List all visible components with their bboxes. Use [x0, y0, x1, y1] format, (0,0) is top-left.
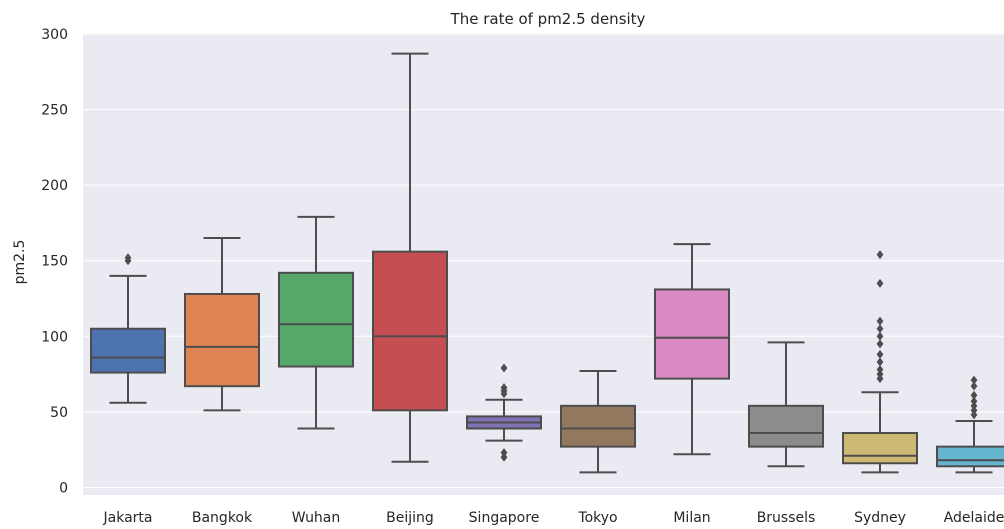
- y-tick-label: 200: [41, 178, 68, 194]
- outlier-point: [500, 452, 508, 462]
- box-brussels: [748, 404, 824, 448]
- chart-title: The rate of pm2.5 density: [450, 10, 646, 28]
- x-tick-label: Singapore: [469, 510, 540, 526]
- box-adelaide: [936, 445, 1004, 468]
- outlier-point: [876, 339, 884, 349]
- outlier-point: [970, 375, 978, 385]
- outlier-point: [124, 253, 132, 263]
- box-jakarta: [90, 327, 166, 374]
- outlier-point: [876, 324, 884, 334]
- outlier-point: [876, 349, 884, 359]
- outlier-point: [970, 396, 978, 406]
- y-tick-label: 300: [41, 27, 68, 43]
- outlier-point: [876, 250, 884, 260]
- outlier-point: [500, 363, 508, 373]
- x-tick-label: Sydney: [854, 510, 906, 526]
- y-axis-label: pm2.5: [12, 240, 28, 285]
- outlier-point: [876, 331, 884, 341]
- box-tokyo: [560, 404, 636, 448]
- outlier-point: [970, 410, 978, 420]
- box-beijing: [372, 250, 448, 412]
- plot-area: 0 50 100 150 200 250 300 Jakarta Bangkok Wuhan Bei…: [41, 27, 1004, 526]
- outlier-point: [970, 381, 978, 391]
- x-tick-label: Beijing: [386, 510, 434, 526]
- outlier-point: [970, 401, 978, 411]
- y-tick-label: 50: [50, 405, 68, 421]
- outlier-point: [970, 405, 978, 415]
- outlier-point: [876, 365, 884, 375]
- x-tick-label: Jakarta: [103, 510, 153, 526]
- y-tick-label: 150: [41, 254, 68, 270]
- outlier-point: [876, 369, 884, 379]
- box-sydney: [842, 432, 918, 465]
- x-tick-label: Bangkok: [192, 510, 253, 526]
- outlier-point: [876, 278, 884, 288]
- outlier-point: [876, 316, 884, 326]
- y-tick-label: 250: [41, 103, 68, 119]
- box-bangkok: [184, 292, 260, 388]
- box-wuhan: [278, 271, 354, 368]
- outlier-point: [500, 448, 508, 458]
- x-tick-label: Tokyo: [577, 510, 617, 526]
- outlier-point: [876, 374, 884, 384]
- x-tick-label: Adelaide: [944, 510, 1004, 526]
- outlier-point: [970, 390, 978, 400]
- outlier-point: [500, 383, 508, 393]
- box-milan: [654, 288, 730, 380]
- plot-background: [83, 34, 1004, 495]
- x-tick-label: Brussels: [757, 510, 816, 526]
- y-tick-label: 0: [59, 480, 68, 496]
- x-tick-label: Wuhan: [292, 510, 341, 526]
- x-tick-label: Milan: [673, 510, 710, 526]
- outlier-point: [876, 357, 884, 367]
- y-tick-label: 100: [41, 329, 68, 345]
